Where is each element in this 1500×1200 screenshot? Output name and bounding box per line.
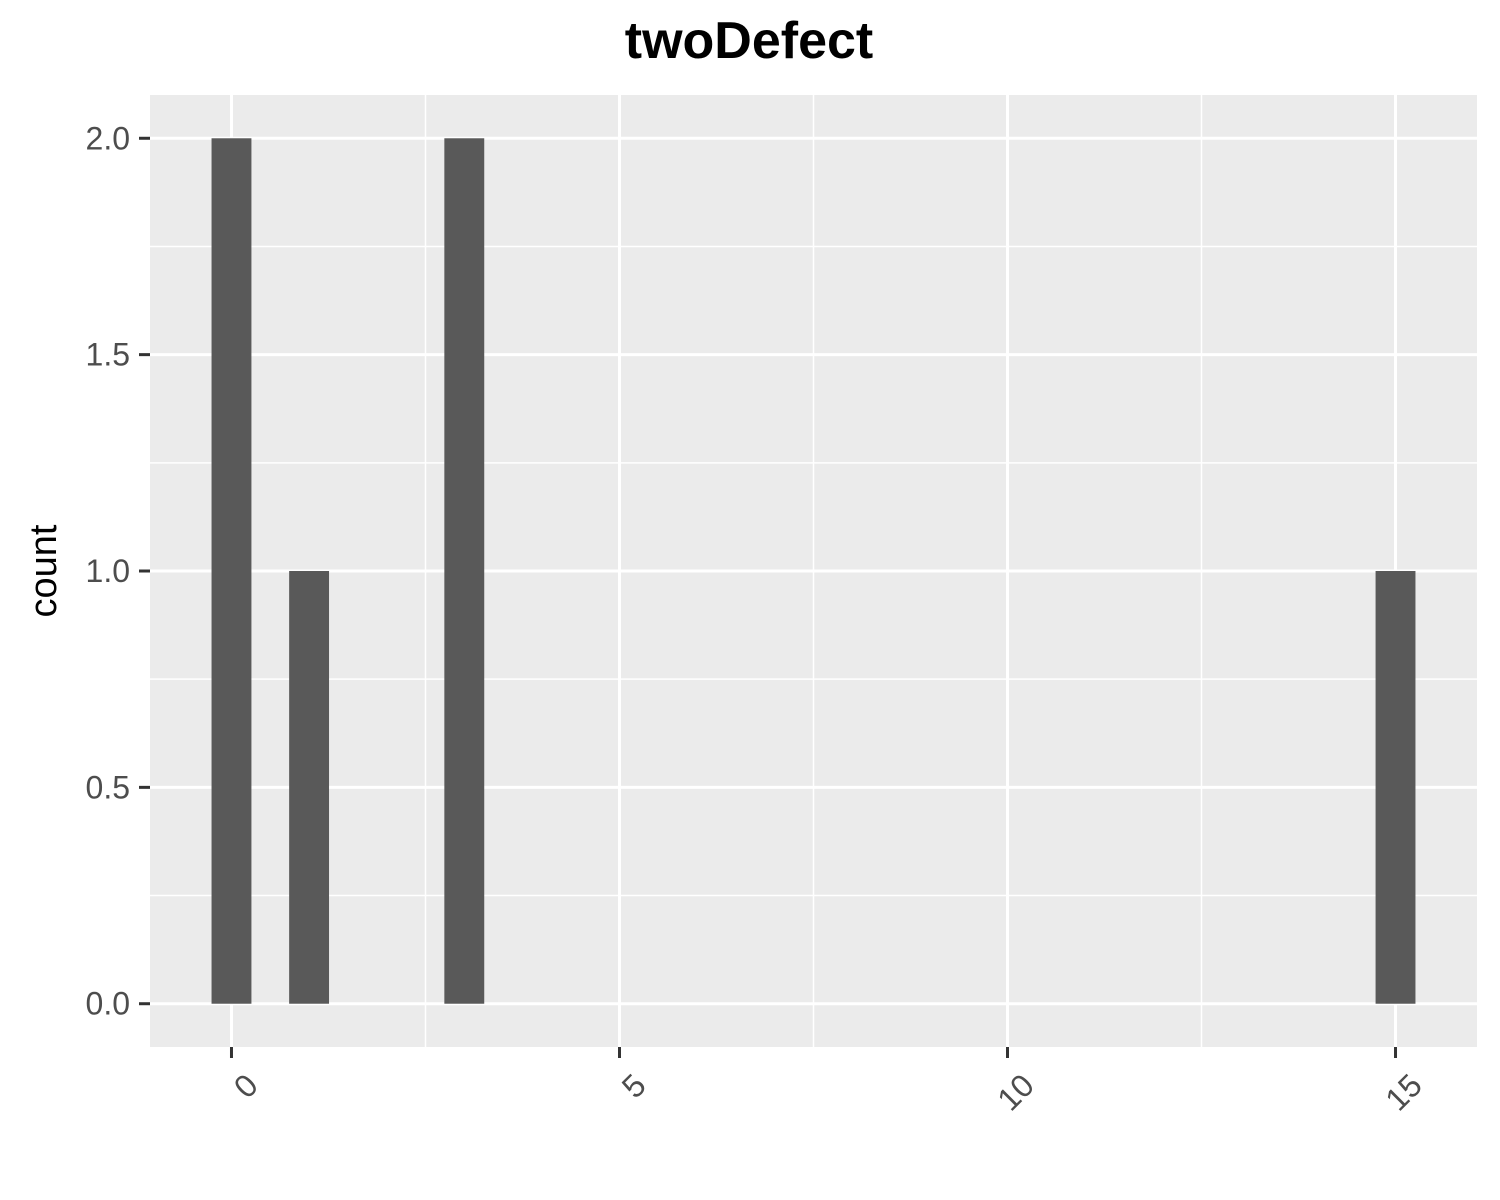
x-tick-label: 0	[227, 1067, 265, 1105]
y-tick-label: 2.0	[86, 120, 130, 156]
y-tick-label: 1.5	[86, 337, 130, 373]
x-tick-label: 15	[1378, 1067, 1429, 1118]
y-tick-label: 1.0	[86, 553, 130, 589]
x-tick-label: 10	[990, 1067, 1041, 1118]
chart-title: twoDefect	[625, 12, 873, 70]
bar	[211, 138, 252, 1004]
bar	[289, 571, 330, 1004]
y-axis: 0.0 0.5 1.0 1.5 2.0	[86, 120, 150, 1022]
x-axis: 0 5 10 15	[227, 1047, 1429, 1118]
bars	[211, 138, 1416, 1004]
y-tick-label: 0.0	[86, 986, 130, 1022]
x-tick-label: 5	[615, 1067, 653, 1105]
bar	[444, 138, 485, 1004]
bar	[1375, 571, 1416, 1004]
y-axis-title: count	[23, 524, 65, 617]
y-tick-label: 0.5	[86, 769, 130, 805]
